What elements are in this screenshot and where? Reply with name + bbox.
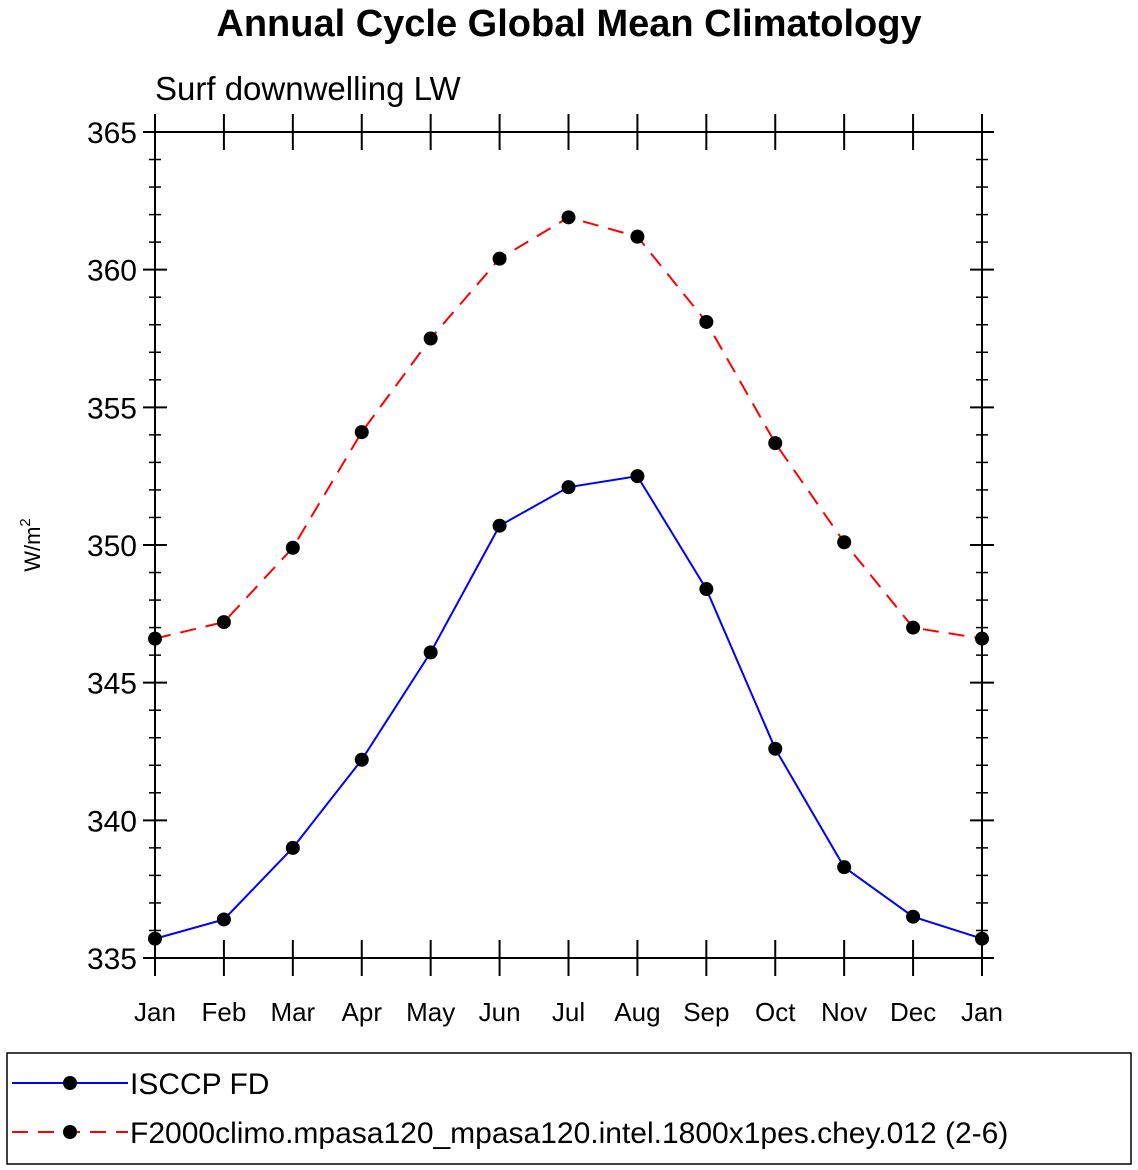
legend-box bbox=[6, 1052, 1132, 1165]
legend-label: ISCCP FD bbox=[130, 1068, 269, 1101]
x-tick-label: Mar bbox=[270, 997, 315, 1027]
data-point bbox=[906, 909, 921, 924]
x-tick-label: Aug bbox=[614, 997, 660, 1027]
y-tick-label: 335 bbox=[87, 943, 137, 976]
series-2 bbox=[148, 210, 989, 646]
data-point bbox=[423, 645, 438, 660]
y-axis-label-superscript: 2 bbox=[17, 518, 34, 526]
series-line bbox=[154, 216, 983, 640]
data-point bbox=[285, 540, 300, 555]
data-point bbox=[216, 615, 231, 630]
data-point bbox=[630, 229, 645, 244]
data-point bbox=[148, 631, 162, 646]
data-point bbox=[837, 860, 852, 875]
plot-frame bbox=[154, 131, 983, 959]
x-tick-label: Jun bbox=[479, 997, 521, 1027]
x-tick-label: Jan bbox=[134, 997, 176, 1027]
x-tick-label: Sep bbox=[683, 997, 729, 1027]
data-point bbox=[699, 582, 714, 597]
data-point bbox=[216, 912, 231, 927]
x-tick-label: Nov bbox=[821, 997, 867, 1027]
data-point bbox=[492, 518, 507, 533]
x-tick-label: Jul bbox=[552, 997, 585, 1027]
legend-marker bbox=[63, 1076, 77, 1090]
x-tick-label: Feb bbox=[202, 997, 247, 1027]
series-1 bbox=[148, 469, 989, 946]
y-axis-label-base: W/m bbox=[20, 527, 45, 572]
data-point bbox=[768, 436, 783, 451]
x-tick-label: Oct bbox=[755, 997, 796, 1027]
y-tick-label: 365 bbox=[87, 117, 137, 150]
data-point bbox=[768, 741, 783, 756]
data-point bbox=[492, 251, 507, 266]
x-tick-label: Apr bbox=[342, 997, 383, 1027]
data-point bbox=[285, 840, 300, 855]
data-point bbox=[975, 931, 989, 946]
data-point bbox=[148, 931, 162, 946]
series-line bbox=[154, 475, 983, 940]
legend-item: F2000climo.mpasa120_mpasa120.intel.1800x… bbox=[12, 1117, 1008, 1150]
data-point bbox=[423, 331, 438, 346]
data-point bbox=[354, 752, 369, 767]
data-point bbox=[837, 535, 852, 550]
y-tick-label: 345 bbox=[87, 668, 137, 701]
data-point bbox=[561, 210, 576, 225]
y-axis-label-group: W/m2 bbox=[17, 518, 45, 572]
axis-ticks: 335 340 345 350 355 360 365 Jan Feb Mar Apr May Jun J… bbox=[87, 114, 1003, 1027]
series-layer bbox=[148, 210, 989, 946]
y-tick-label: 350 bbox=[87, 530, 137, 563]
legend: ISCCP FD F2000climo.mpasa120_mpasa120.int… bbox=[6, 1052, 1132, 1165]
legend-label: F2000climo.mpasa120_mpasa120.intel.1800x… bbox=[130, 1117, 1008, 1150]
x-tick-label: Jan bbox=[961, 997, 1003, 1027]
y-tick-label: 355 bbox=[87, 392, 137, 425]
data-point bbox=[561, 480, 576, 495]
legend-item: ISCCP FD bbox=[12, 1068, 269, 1101]
data-point bbox=[906, 620, 921, 635]
x-tick-label: May bbox=[406, 997, 455, 1027]
y-tick-label: 360 bbox=[87, 255, 137, 288]
data-point bbox=[975, 631, 989, 646]
legend-marker bbox=[63, 1125, 77, 1139]
data-point bbox=[699, 314, 714, 329]
chart-subtitle: Surf downwelling LW bbox=[155, 70, 462, 107]
chart-title: Annual Cycle Global Mean Climatology bbox=[216, 3, 921, 45]
data-point bbox=[630, 469, 645, 484]
y-axis-label: W/m2 bbox=[17, 518, 45, 572]
y-tick-label: 340 bbox=[87, 805, 137, 838]
x-tick-label: Dec bbox=[890, 997, 936, 1027]
data-point bbox=[354, 425, 369, 440]
